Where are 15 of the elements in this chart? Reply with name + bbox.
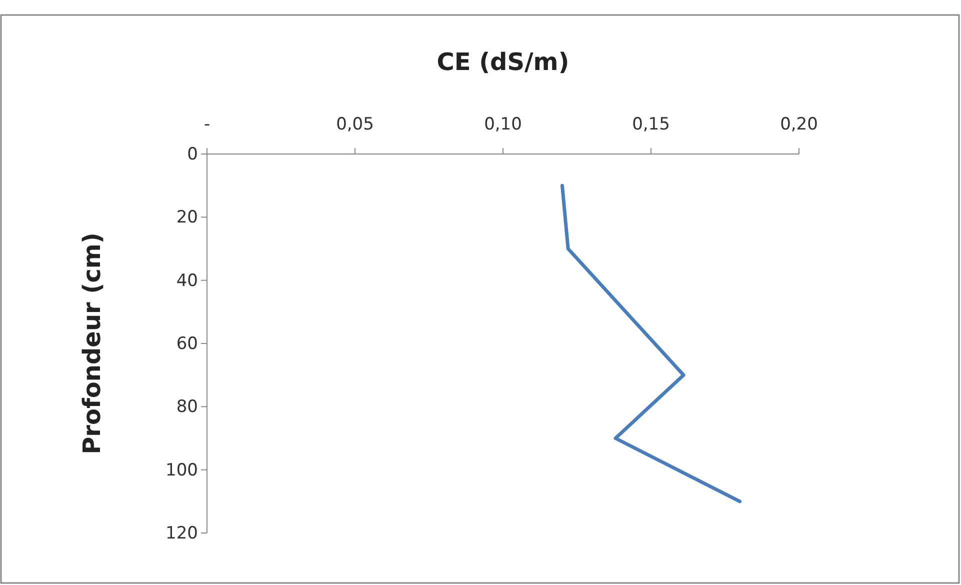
y-tick-label: 60 (176, 334, 198, 354)
x-tick-label: 0,15 (632, 114, 670, 135)
y-tick-label: 100 (166, 460, 198, 480)
y-axis-title: Profondeur (cm) (78, 232, 106, 454)
y-tick-label: 20 (176, 208, 198, 228)
x-axis-title: CE (dS/m) (436, 48, 570, 76)
y-tick-label: 80 (176, 397, 198, 418)
x-tick-label: 0,05 (336, 114, 374, 135)
y-tick-label: 40 (176, 270, 198, 291)
x-tick-label: 0,20 (780, 114, 818, 135)
y-tick-label: 120 (166, 523, 198, 544)
x-tick-label: - (204, 114, 210, 135)
x-tick-label: 0,10 (484, 114, 522, 135)
y-tick-label: 0 (187, 144, 198, 164)
line-series (560, 184, 742, 504)
